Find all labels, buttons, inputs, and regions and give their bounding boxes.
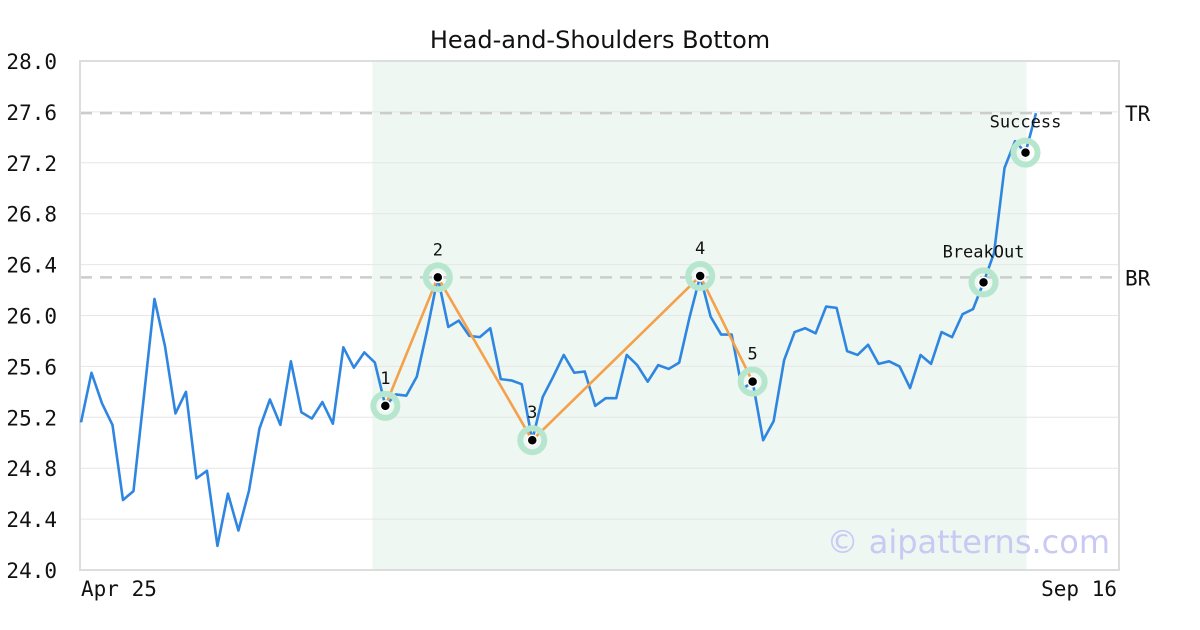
point-halo [1010,137,1041,168]
x-tick-label: Apr 25 [81,577,157,601]
point-label: 2 [433,240,443,260]
point-halo [422,262,453,293]
point-halo [685,261,716,292]
point-marker [526,434,539,446]
point-halo [737,366,768,397]
y-tick-label: 28.0 [6,50,57,74]
y-tick-label: 25.2 [6,406,57,430]
plot-frame [79,60,1120,571]
y-tick-label: 26.0 [6,305,57,329]
point-label: BreakOut [943,242,1025,262]
y-tick-label: 26.4 [6,254,57,278]
point-marker [1019,146,1032,159]
watermark: © aipatterns.com [827,523,1110,561]
point-label: 1 [380,369,390,389]
y-tick-label: 27.2 [6,152,57,176]
level-label-br: BR [1125,266,1151,290]
point-marker [746,375,759,388]
y-tick-label: 25.6 [6,355,57,379]
level-label-tr: TR [1125,102,1151,126]
price-series-line [79,112,1038,548]
point-marker [432,271,444,284]
point-halo [517,425,548,456]
point-marker [379,400,392,412]
point-marker [977,276,990,289]
chart-title: Head-and-Shoulders Bottom [430,26,770,54]
point-label: 4 [695,239,705,259]
y-tick-label: 26.8 [6,203,57,227]
point-halo [968,267,999,298]
y-tick-label: 24.4 [6,508,57,532]
point-label: 5 [748,345,758,365]
point-marker [694,270,706,282]
y-tick-label: 27.6 [6,101,57,125]
point-halo [370,390,401,421]
point-label: 3 [527,403,537,423]
y-tick-label: 24.0 [6,559,57,583]
y-tick-label: 24.8 [6,457,57,481]
x-tick-label: Sep 16 [1041,577,1117,601]
point-label: Success [990,113,1062,133]
